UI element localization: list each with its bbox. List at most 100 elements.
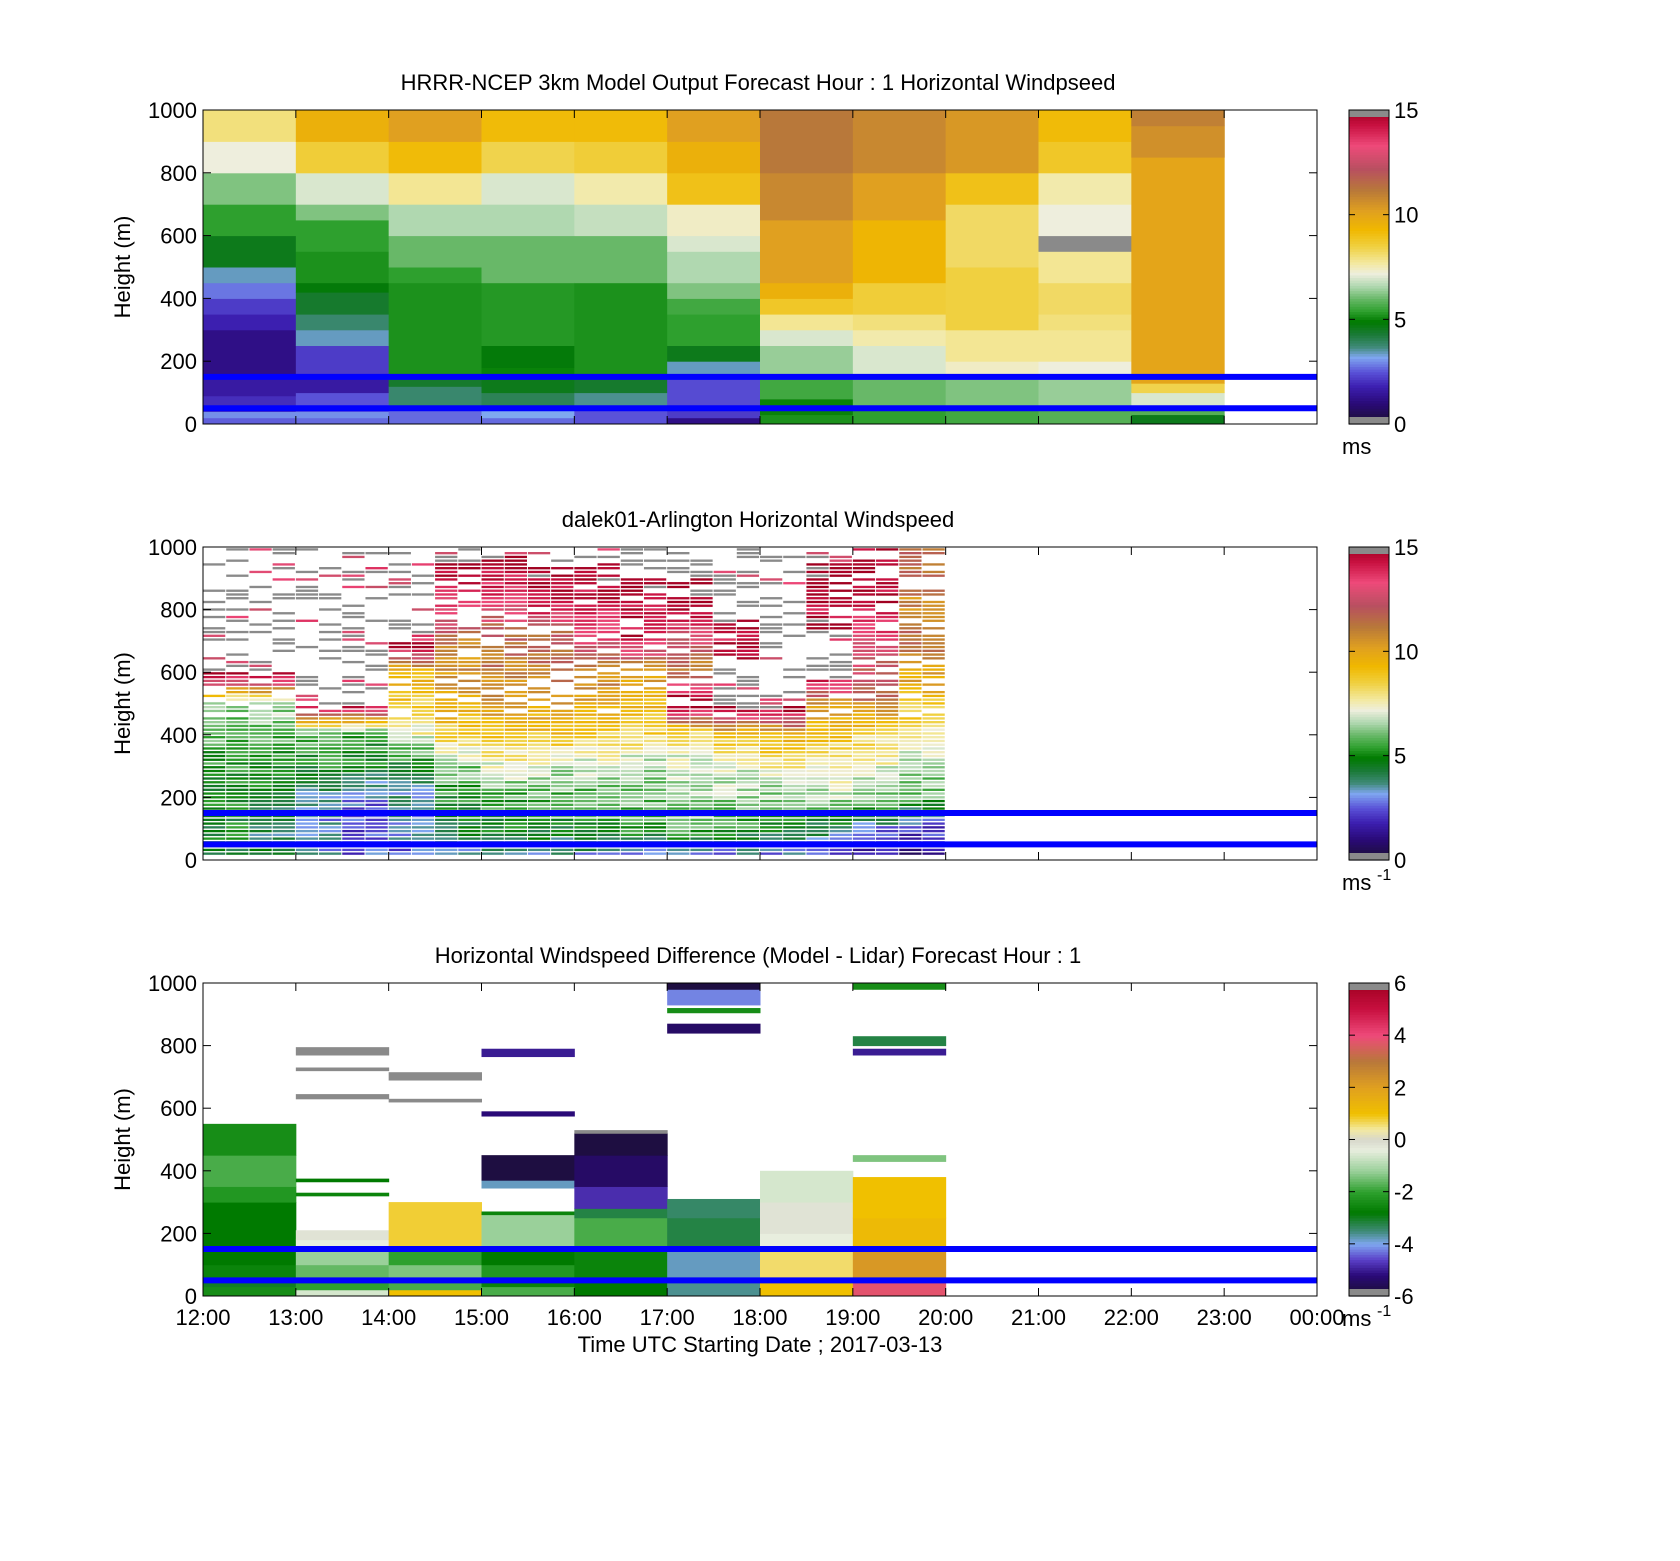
lidar-gate <box>876 784 899 788</box>
heatmap-cell <box>1038 235 1132 252</box>
colorbar-step <box>1349 1241 1389 1245</box>
lidar-gate <box>481 796 504 799</box>
lidar-gate <box>690 582 713 585</box>
lidar-gate <box>643 717 667 720</box>
lidar-gate <box>783 818 806 822</box>
lidar-gate <box>852 743 876 746</box>
lidar-gate <box>388 627 411 630</box>
lidar-gate <box>295 784 319 788</box>
lidar-gate <box>504 762 527 765</box>
lidar-gate <box>760 792 783 795</box>
heatmap-cell <box>667 314 761 346</box>
lidar-gate <box>829 664 852 668</box>
lidar-gate <box>574 777 597 780</box>
lidar-gate <box>249 724 272 728</box>
lidar-gate <box>272 721 295 724</box>
lidar-gate <box>272 792 295 795</box>
lidar-gate <box>620 709 644 713</box>
lidar-gate <box>411 799 435 803</box>
colorbar-step <box>1349 1207 1389 1211</box>
colorbar-tick-label: -6 <box>1394 1284 1414 1309</box>
lidar-gate <box>643 582 667 585</box>
colorbar-step <box>1349 726 1389 731</box>
lidar-gate <box>829 555 852 559</box>
lidar-gate <box>226 732 249 735</box>
colorbar-step <box>1349 1069 1389 1073</box>
lidar-gate <box>643 694 667 698</box>
lidar-gate <box>226 754 249 758</box>
lidar-gate <box>643 826 667 829</box>
lidar-gate <box>458 784 481 788</box>
colorbar-step <box>1349 1275 1389 1279</box>
lidar-gate <box>852 585 876 589</box>
colorbar-tick-label: 10 <box>1394 203 1418 228</box>
lidar-gate <box>504 582 527 585</box>
heatmap-cell <box>203 204 297 237</box>
lidar-gate <box>504 612 527 615</box>
colorbar-step <box>1349 1006 1389 1010</box>
lidar-gate <box>319 747 342 750</box>
lidar-gate <box>504 784 527 788</box>
heatmap-cell <box>852 219 947 284</box>
lidar-gate <box>713 743 736 746</box>
lidar-gate <box>226 781 249 784</box>
lidar-gate <box>365 642 388 645</box>
lidar-gate <box>295 724 319 728</box>
lidar-gate <box>481 818 504 822</box>
lidar-gate <box>690 837 713 840</box>
lidar-gate <box>667 668 690 671</box>
lidar-gate <box>783 690 806 694</box>
lidar-gate <box>203 781 226 784</box>
lidar-gate <box>667 736 690 739</box>
lidar-gate <box>620 814 644 818</box>
lidar-gate <box>876 792 899 795</box>
lidar-gate <box>667 597 690 600</box>
colorbar-step <box>1349 295 1389 299</box>
lidar-gate <box>504 803 527 806</box>
lidar-gate <box>226 788 249 791</box>
lidar-gate <box>829 634 852 637</box>
lidar-gate <box>713 589 736 592</box>
colorbar-step <box>1349 1016 1389 1021</box>
lidar-gate <box>597 690 620 694</box>
lidar-gate <box>504 736 527 739</box>
lidar-gate <box>365 766 388 769</box>
lidar-gate <box>876 743 899 746</box>
lidar-gate <box>435 773 458 776</box>
colorbar-step <box>1349 633 1389 637</box>
lidar-gate <box>922 645 945 649</box>
lidar-gate <box>597 758 620 761</box>
colorbar-step <box>1349 389 1389 394</box>
lidar-gate <box>226 803 249 806</box>
lidar-gate <box>829 773 852 776</box>
lidar-gate <box>574 706 597 709</box>
lidar-gate <box>481 829 504 833</box>
lidar-gate <box>829 653 852 656</box>
lidar-gate <box>783 732 806 735</box>
lidar-gate <box>643 732 667 735</box>
lidar-gate <box>203 758 226 761</box>
lidar-gate <box>620 796 644 799</box>
colorbar-step <box>1349 267 1389 271</box>
heatmap-cell <box>481 1111 575 1117</box>
lidar-gate <box>504 826 527 829</box>
lidar-gate <box>760 642 783 645</box>
heatmap-cell <box>203 411 297 419</box>
lidar-gate <box>667 627 690 630</box>
lidar-gate <box>388 822 411 825</box>
colorbar-step <box>1349 567 1389 572</box>
lidar-gate <box>899 747 922 750</box>
lidar-gate <box>667 717 690 720</box>
lidar-gate <box>876 848 899 852</box>
lidar-gate <box>435 784 458 788</box>
lidar-gate <box>481 600 504 604</box>
lidar-gate <box>504 706 527 709</box>
lidar-gate <box>852 668 876 671</box>
lidar-gate <box>922 799 945 803</box>
lidar-gate <box>342 762 365 765</box>
lidar-gate <box>852 784 876 788</box>
lidar-gate <box>690 657 713 660</box>
lidar-gate <box>876 728 899 731</box>
lidar-gate <box>690 698 713 701</box>
colorbar-tick-label: -2 <box>1394 1180 1414 1205</box>
